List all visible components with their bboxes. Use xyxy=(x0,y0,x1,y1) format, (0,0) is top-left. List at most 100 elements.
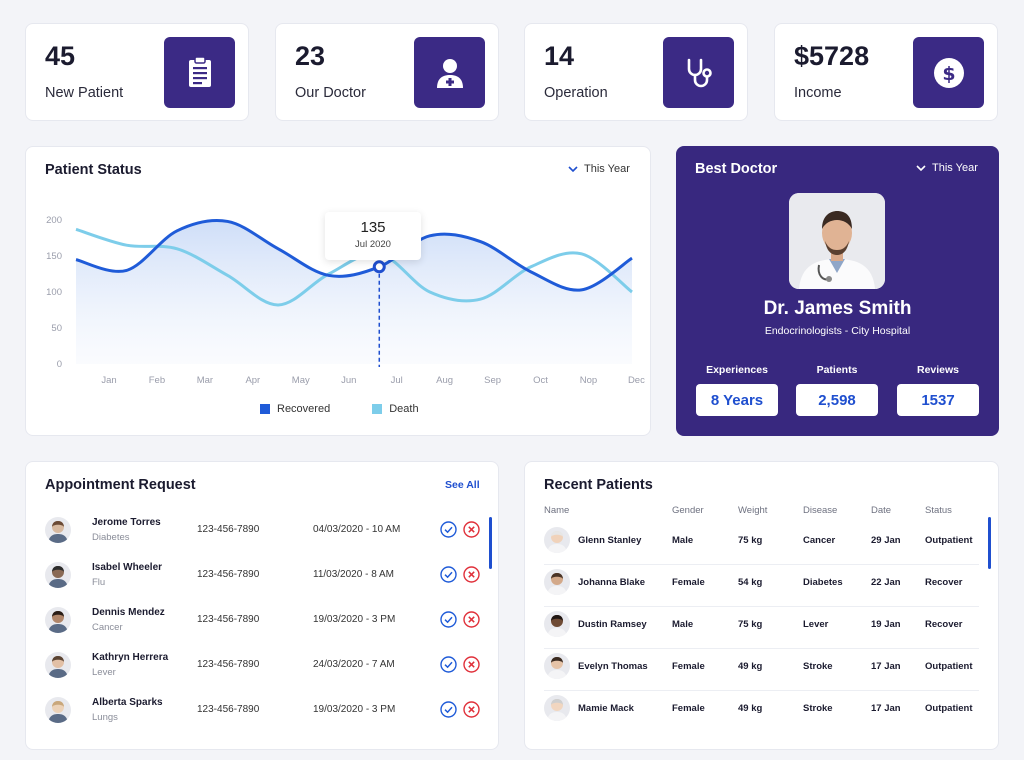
patient-phone: 123-456-7890 xyxy=(197,704,260,715)
clipboard-icon xyxy=(164,37,235,108)
patient-weight: 49 kg xyxy=(738,661,763,672)
stat-value: $5728 xyxy=(794,41,870,71)
x-tick-label: Sep xyxy=(484,375,501,386)
y-tick-label: 200 xyxy=(46,215,62,226)
doctor-icon xyxy=(414,37,485,108)
patient-name: Isabel Wheeler xyxy=(92,562,163,573)
patient-disease: Cancer xyxy=(92,622,123,633)
accept-button[interactable] xyxy=(440,611,457,628)
col-header-disease: Disease xyxy=(803,505,838,516)
see-all-link[interactable]: See All xyxy=(445,479,480,491)
patient-name: Evelyn Thomas xyxy=(578,661,648,672)
patient-status-card: Patient Status This Year 200 150 100 50 0 Ja… xyxy=(25,146,651,436)
patient-weight: 49 kg xyxy=(738,703,763,714)
patient-name: Dustin Ramsey xyxy=(578,619,647,630)
accept-button[interactable] xyxy=(440,566,457,583)
patient-status: Recover xyxy=(925,577,963,588)
patient-date: 22 Jan xyxy=(871,577,901,588)
appointment-date: 19/03/2020 - 3 PM xyxy=(313,614,396,625)
appointment-title: Appointment Request xyxy=(45,477,196,493)
patient-date: 19 Jan xyxy=(871,619,901,630)
avatar xyxy=(45,562,71,588)
accept-button[interactable] xyxy=(440,656,457,673)
period-label: This Year xyxy=(584,163,630,175)
check-circle-icon xyxy=(440,611,457,628)
patient-name: Kathryn Herrera xyxy=(92,652,169,663)
accept-button[interactable] xyxy=(440,701,457,718)
chevron-down-icon xyxy=(916,164,926,171)
patient-status: Recover xyxy=(925,619,963,630)
accept-button[interactable] xyxy=(440,521,457,538)
row-divider xyxy=(544,606,979,607)
table-row[interactable]: Mamie Mack Female 49 kg Stroke 17 Jan Ou… xyxy=(525,693,998,729)
x-tick-label: Aug xyxy=(436,375,453,386)
patient-gender: Female xyxy=(672,661,705,672)
avatar xyxy=(45,607,71,633)
patient-name: Jerome Torres xyxy=(92,517,161,528)
appointment-row: Dennis Mendez Cancer 123-456-7890 19/03/… xyxy=(26,605,498,645)
period-dropdown[interactable]: This Year xyxy=(916,162,978,174)
row-divider xyxy=(544,690,979,691)
avatar xyxy=(544,569,570,595)
reject-button[interactable] xyxy=(463,566,480,583)
appointment-row: Kathryn Herrera Lever 123-456-7890 24/03… xyxy=(26,650,498,690)
appointment-request-card: Appointment Request See All Jerome Torre… xyxy=(25,461,499,750)
col-header-gender: Gender xyxy=(672,505,704,516)
table-row[interactable]: Glenn Stanley Male 75 kg Cancer 29 Jan O… xyxy=(525,525,998,561)
patient-status: Outpatient xyxy=(925,535,973,546)
table-row[interactable]: Johanna Blake Female 54 kg Diabetes 22 J… xyxy=(525,567,998,603)
reject-button[interactable] xyxy=(463,521,480,538)
x-tick-label: Apr xyxy=(245,375,260,386)
scrollbar-thumb[interactable] xyxy=(988,517,991,569)
patient-disease: Diabetes xyxy=(92,532,130,543)
patient-name: Alberta Sparks xyxy=(92,697,163,708)
patient-name: Dennis Mendez xyxy=(92,607,165,618)
period-dropdown[interactable]: This Year xyxy=(568,163,630,175)
patient-name: Johanna Blake xyxy=(578,577,646,588)
recent-patients-title: Recent Patients xyxy=(544,477,653,493)
close-circle-icon xyxy=(463,701,480,718)
table-row[interactable]: Evelyn Thomas Female 49 kg Stroke 17 Jan… xyxy=(525,651,998,687)
x-tick-label: Nop xyxy=(580,375,597,386)
patient-date: 17 Jan xyxy=(871,703,901,714)
patients-label: Patients xyxy=(816,364,858,376)
reject-button[interactable] xyxy=(463,656,480,673)
legend-swatch xyxy=(260,404,270,414)
legend-item-death: Death xyxy=(372,403,419,415)
x-tick-label: Feb xyxy=(149,375,165,386)
close-circle-icon xyxy=(463,566,480,583)
experiences-value: 8 Years xyxy=(696,384,778,416)
patient-phone: 123-456-7890 xyxy=(197,659,260,670)
patient-disease: Lungs xyxy=(92,712,118,723)
col-header-name: Name xyxy=(544,505,570,516)
legend-swatch xyxy=(372,404,383,414)
patient-disease: Diabetes xyxy=(803,577,843,588)
patient-gender: Female xyxy=(672,703,705,714)
patient-phone: 123-456-7890 xyxy=(197,614,260,625)
doctor-name: Dr. James Smith xyxy=(763,298,912,319)
table-row[interactable]: Dustin Ramsey Male 75 kg Lever 19 Jan Re… xyxy=(525,609,998,645)
patient-weight: 75 kg xyxy=(738,535,763,546)
check-circle-icon xyxy=(440,656,457,673)
patient-gender: Male xyxy=(672,535,694,546)
stat-card-new-patient: 45 New Patient xyxy=(25,23,249,121)
avatar xyxy=(45,517,71,543)
reject-button[interactable] xyxy=(463,701,480,718)
patient-disease: Stroke xyxy=(803,703,833,714)
row-divider xyxy=(544,564,979,565)
x-tick-label: Jul xyxy=(391,375,403,386)
patient-gender: Female xyxy=(672,577,705,588)
scrollbar-thumb[interactable] xyxy=(489,517,492,569)
patient-date: 17 Jan xyxy=(871,661,901,672)
col-header-weight: Weight xyxy=(738,505,768,516)
patient-status-title: Patient Status xyxy=(45,162,142,178)
col-header-status: Status xyxy=(925,505,952,516)
doctor-photo xyxy=(789,193,885,289)
doctor-specialty: Endocrinologists - City Hospital xyxy=(764,325,911,337)
recovered-series-line xyxy=(75,218,633,292)
appointment-row: Alberta Sparks Lungs 123-456-7890 19/03/… xyxy=(26,695,498,735)
close-circle-icon xyxy=(463,611,480,628)
reject-button[interactable] xyxy=(463,611,480,628)
x-tick-label: Dec xyxy=(628,375,645,386)
patient-date: 29 Jan xyxy=(871,535,901,546)
